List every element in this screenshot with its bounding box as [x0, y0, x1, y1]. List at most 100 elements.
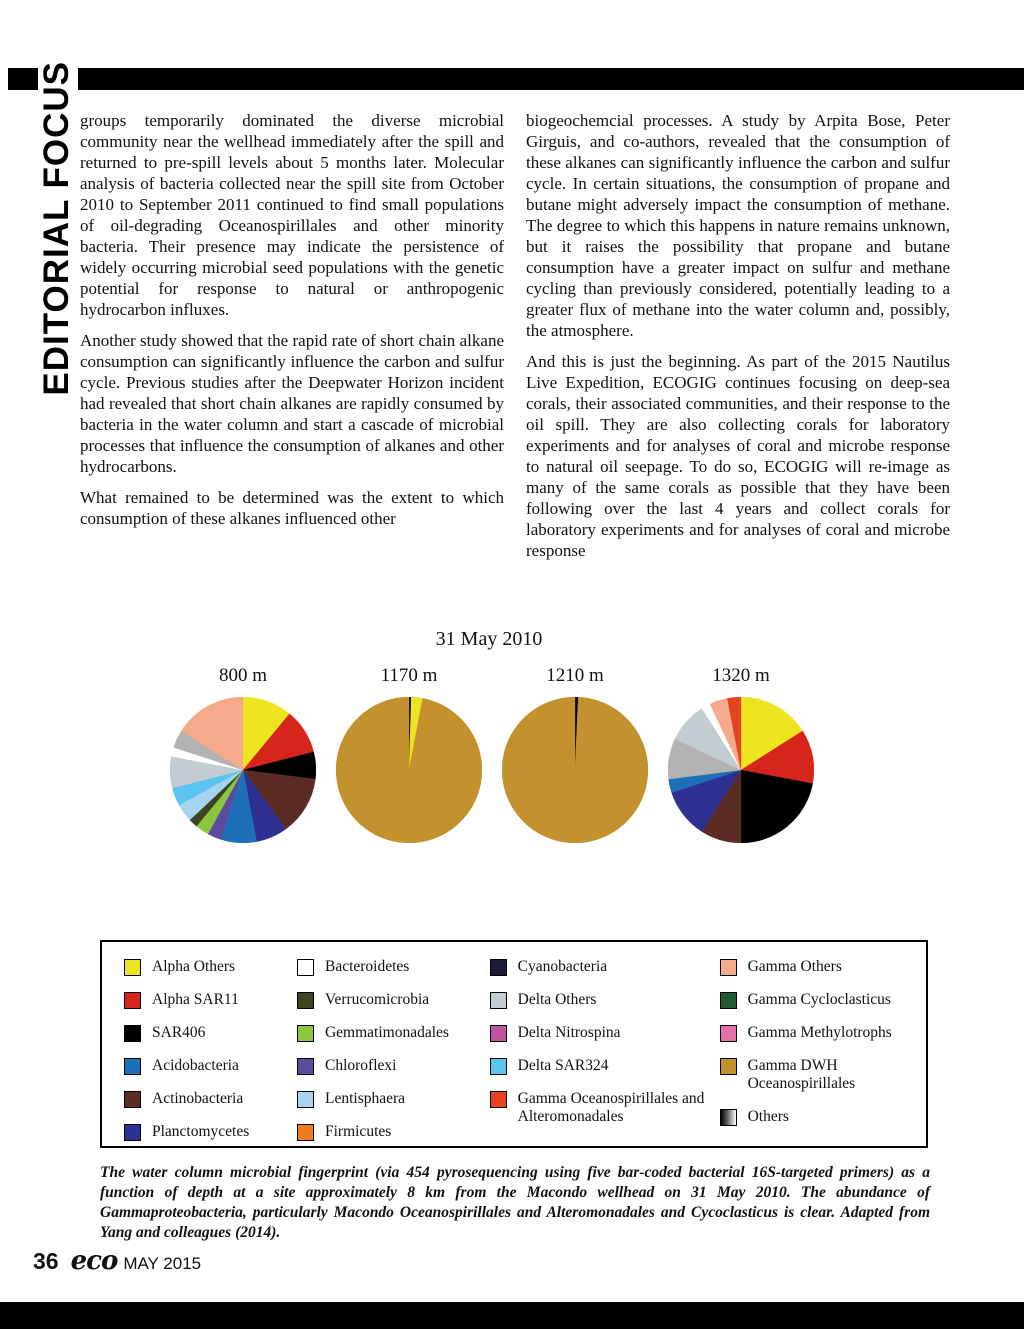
legend-label: Gamma Methylotrophs	[747, 1024, 892, 1041]
pie-chart-1320-m: 1320 m	[668, 665, 814, 843]
figure-title: 31 May 2010	[435, 628, 543, 650]
legend-swatch-icon	[124, 992, 141, 1009]
legend-item: Firmicutes	[296, 1123, 490, 1141]
legend-swatch-icon	[124, 1091, 141, 1108]
legend-item: SAR406	[124, 1024, 297, 1042]
legend-swatch-icon	[719, 1108, 737, 1126]
pie-depth-label: 1320 m	[712, 665, 770, 686]
legend-label: Gamma DWH Oceanospirillales	[747, 1057, 856, 1092]
pie-graphic	[668, 697, 814, 843]
legend-swatch-icon	[124, 1025, 141, 1042]
legend-label: Delta Nitrospina	[517, 1024, 621, 1041]
legend-label: Delta SAR324	[517, 1057, 609, 1074]
top-bar-left-segment	[8, 68, 38, 90]
legend-column: Gamma Others Gamma Cycloclasticus Gamma Me…	[719, 958, 926, 1138]
legend-item: Planctomycetes	[124, 1123, 297, 1141]
legend-label: Gemmatimonadales	[324, 1024, 449, 1041]
pie-chart-row: 800 m 1170 m 1210 m 1320 m	[170, 665, 1024, 843]
legend-label: Alpha Others	[152, 958, 236, 975]
article-paragraph: And this is just the beginning. As part …	[526, 352, 950, 560]
legend-swatch-icon	[296, 1025, 314, 1042]
legend-swatch-icon	[719, 1025, 737, 1042]
pie-graphic	[170, 697, 316, 843]
bottom-bar	[0, 1302, 1024, 1329]
legend-item: Gamma DWH Oceanospirillales	[719, 1057, 926, 1093]
legend-label: Firmicutes	[324, 1123, 392, 1140]
legend-swatch-icon	[124, 1124, 141, 1141]
legend-item: Gamma Others	[719, 958, 926, 976]
legend-label: Alpha SAR11	[152, 991, 239, 1008]
article-body: groups temporarily dominated the diverse…	[80, 110, 950, 571]
legend-column: Alpha Others Alpha SAR11 SAR406 Acidobacter…	[124, 958, 297, 1141]
figure-legend: Alpha Others Alpha SAR11 SAR406 Acidobacter…	[100, 940, 928, 1148]
legend-label: Gamma Others	[747, 958, 842, 975]
pie-depth-label: 1170 m	[380, 665, 438, 686]
legend-swatch-icon	[489, 1058, 507, 1075]
legend-label: Others	[747, 1107, 789, 1125]
legend-item: Alpha SAR11	[124, 991, 297, 1009]
legend-swatch-icon	[489, 959, 507, 976]
legend-swatch-icon	[296, 992, 314, 1009]
legend-label: Gamma Cycloclasticus	[747, 991, 891, 1008]
pie-chart-1210-m: 1210 m	[502, 665, 648, 843]
legend-label: Bacteroidetes	[324, 958, 410, 975]
legend-label: Gamma Oceanospirillales and Alteromonada…	[517, 1090, 705, 1125]
legend-item: Gamma Methylotrophs	[719, 1024, 926, 1042]
legend-item: Delta SAR324	[489, 1057, 720, 1075]
legend-item: Others	[719, 1107, 926, 1126]
legend-item: Gamma Oceanospirillales and Alteromonada…	[489, 1090, 720, 1126]
legend-item: Alpha Others	[124, 958, 297, 976]
legend-label: Actinobacteria	[152, 1090, 244, 1107]
legend-label: SAR406	[152, 1024, 206, 1041]
legend-column: Cyanobacteria Delta Others Delta Nitrospin…	[489, 958, 720, 1138]
legend-swatch-icon	[489, 992, 507, 1009]
legend-item: Delta Nitrospina	[489, 1024, 720, 1042]
article-paragraph: Another study showed that the rapid rate…	[80, 331, 504, 476]
article-paragraph: What remained to be determined was the e…	[80, 488, 504, 528]
legend-swatch-icon	[296, 1058, 314, 1075]
legend-swatch-icon	[124, 1058, 141, 1075]
legend-swatch-icon	[719, 1058, 737, 1075]
pie-chart-800-m: 800 m	[170, 665, 316, 843]
legend-item: Lentisphaera	[296, 1090, 490, 1108]
legend-item: Cyanobacteria	[489, 958, 720, 976]
figure: 31 May 2010 800 m 1170 m 1210 m 1320 m	[0, 628, 1024, 843]
figure-caption: The water column microbial fingerprint (…	[100, 1164, 930, 1242]
section-banner: EDITORIAL FOCUS	[34, 28, 80, 428]
article-paragraph: biogeochemcial processes. A study by Arp…	[526, 111, 950, 340]
legend-swatch-icon	[719, 959, 737, 976]
top-bar-main-segment	[78, 68, 1024, 90]
legend-item: Chloroflexi	[296, 1057, 490, 1075]
legend-item: Gamma Cycloclasticus	[719, 991, 926, 1009]
legend-label: Delta Others	[517, 991, 597, 1008]
legend-swatch-icon	[296, 1124, 314, 1141]
legend-label: Verrucomicrobia	[324, 991, 430, 1008]
legend-label: Cyanobacteria	[517, 958, 608, 975]
legend-item: Gemmatimonadales	[296, 1024, 490, 1042]
legend-swatch-icon	[489, 1025, 507, 1042]
pie-graphic	[502, 697, 648, 843]
legend-swatch-icon	[489, 1091, 507, 1108]
article-column-right: biogeochemcial processes. A study by Arp…	[526, 110, 950, 571]
pie-depth-label: 800 m	[218, 665, 268, 686]
pie-depth-label: 1210 m	[546, 665, 604, 686]
eco-magazine-logo: eco	[70, 1246, 119, 1276]
legend-label: Planctomycetes	[152, 1123, 250, 1140]
pie-graphic	[336, 697, 482, 843]
legend-item: Actinobacteria	[124, 1090, 297, 1108]
legend-swatch-icon	[296, 1091, 314, 1108]
pie-chart-1170-m: 1170 m	[336, 665, 482, 843]
legend-item: Verrucomicrobia	[296, 991, 490, 1009]
legend-swatch-icon	[296, 959, 314, 976]
legend-item: Acidobacteria	[124, 1057, 297, 1075]
page-footer: 36 eco MAY 2015	[33, 1246, 201, 1276]
legend-label: Chloroflexi	[324, 1057, 397, 1074]
article-paragraph: groups temporarily dominated the diverse…	[80, 111, 504, 319]
legend-label: Acidobacteria	[152, 1057, 239, 1074]
section-banner-text: EDITORIAL FOCUS	[37, 60, 76, 396]
page-number: 36	[33, 1248, 59, 1274]
legend-label: Lentisphaera	[324, 1090, 406, 1107]
article-column-left: groups temporarily dominated the diverse…	[80, 110, 504, 571]
legend-column: Bacteroidetes Verrucomicrobia Gemmatimonad…	[296, 958, 490, 1141]
